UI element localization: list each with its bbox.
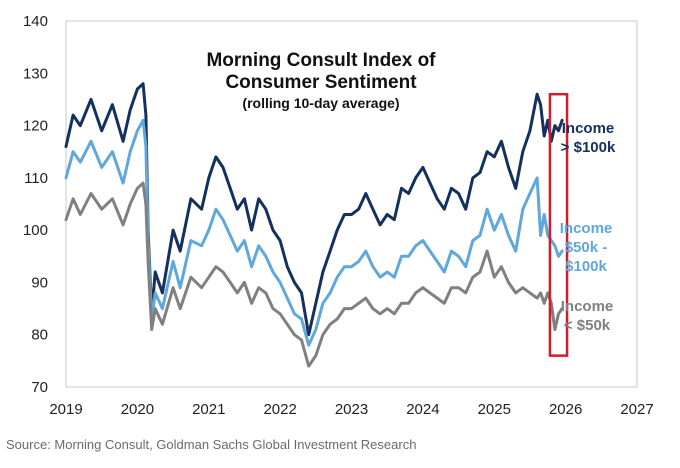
x-tick-label: 2026 bbox=[549, 401, 582, 418]
series-label-1: $100k bbox=[565, 258, 607, 275]
y-tick-label: 70 bbox=[31, 379, 48, 396]
highlight-box bbox=[548, 92, 569, 357]
x-tick-label: 2022 bbox=[263, 401, 296, 418]
plot-frame bbox=[65, 20, 638, 388]
series-label-1: Income bbox=[560, 220, 613, 237]
chart-title: Morning Consult Index of bbox=[206, 50, 436, 71]
highlight-box-group bbox=[548, 92, 569, 357]
series-labels: Income > $100k Income $50k - $100k Income < $5… bbox=[560, 120, 616, 334]
x-tick-label: 2021 bbox=[192, 401, 225, 418]
source-note: Source: Morning Consult, Goldman Sachs G… bbox=[6, 437, 417, 452]
x-tick-label: 2019 bbox=[49, 401, 82, 418]
series-label-1: $50k - bbox=[565, 239, 608, 256]
series-label-2: Income bbox=[561, 298, 614, 315]
y-tick-label: 80 bbox=[31, 327, 48, 344]
y-tick-label: 90 bbox=[31, 274, 48, 291]
x-tick-label: 2025 bbox=[478, 401, 511, 418]
y-tick-label: 130 bbox=[23, 65, 48, 82]
chart-subtitle: (rolling 10-day average) bbox=[242, 95, 399, 111]
x-tick-label: 2023 bbox=[335, 401, 368, 418]
y-tick-label: 100 bbox=[23, 222, 48, 239]
y-axis-ticks: 70 80 90 100 110 120 130 140 bbox=[23, 13, 48, 396]
y-tick-label: 110 bbox=[24, 170, 48, 187]
series-label-2: < $50k bbox=[564, 317, 611, 334]
series-lines bbox=[64, 82, 564, 368]
x-tick-label: 2020 bbox=[121, 401, 154, 418]
series-label-0: > $100k bbox=[561, 139, 616, 156]
x-tick-label: 2027 bbox=[620, 401, 653, 418]
y-tick-label: 120 bbox=[23, 118, 48, 135]
x-axis-ticks: 2019 2020 2021 2022 2023 2024 2025 2026 2027 bbox=[49, 401, 653, 418]
chart-title-line2: Consumer Sentiment bbox=[225, 72, 417, 93]
y-tick-label: 140 bbox=[23, 13, 48, 30]
series-label-0: Income bbox=[562, 120, 615, 137]
x-tick-label: 2024 bbox=[406, 401, 439, 418]
series-line-2 bbox=[64, 181, 564, 368]
